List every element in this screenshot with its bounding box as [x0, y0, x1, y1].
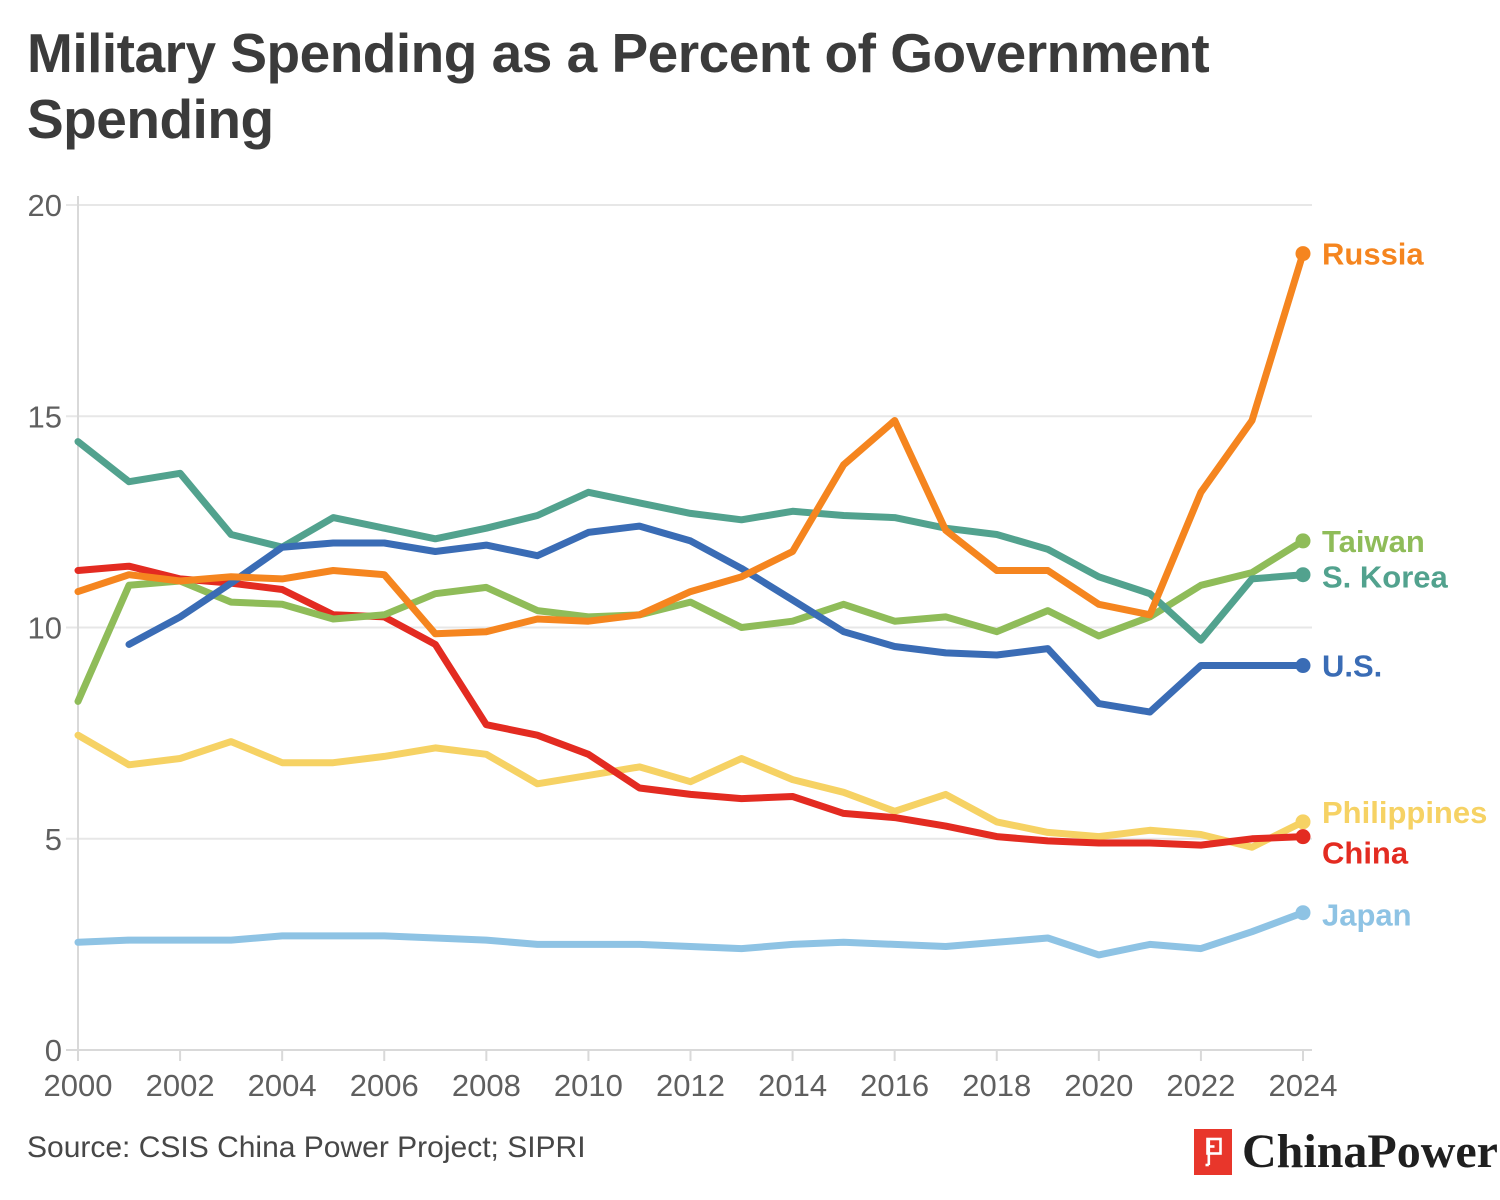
- x-tick-label-2010: 2010: [554, 1068, 623, 1103]
- line-end-dot-philippines: [1295, 814, 1311, 830]
- line-end-dot-s-korea: [1295, 567, 1311, 583]
- x-tick-label-2000: 2000: [44, 1068, 113, 1103]
- chinapower-logo: ChinaPower: [1194, 1124, 1498, 1179]
- line-u-s: [125, 522, 1307, 716]
- line-end-dot-russia: [1295, 246, 1311, 262]
- x-tick-label-2022: 2022: [1166, 1068, 1235, 1103]
- line-end-dot-u-s: [1295, 658, 1311, 674]
- y-tick-label-10: 10: [28, 611, 62, 646]
- line-china: [74, 562, 1307, 849]
- y-tick-label-20: 20: [28, 188, 62, 223]
- x-tick-label-2012: 2012: [656, 1068, 725, 1103]
- x-tick-label-2008: 2008: [452, 1068, 521, 1103]
- line-taiwan: [74, 537, 1307, 705]
- legend-label-u-s: U.S.: [1322, 649, 1382, 684]
- x-tick-label-2018: 2018: [962, 1068, 1031, 1103]
- y-tick-label-5: 5: [45, 822, 62, 857]
- x-tick-label-2016: 2016: [860, 1068, 929, 1103]
- chinapower-logo-text: ChinaPower: [1242, 1125, 1498, 1178]
- x-tick-label-2006: 2006: [350, 1068, 419, 1103]
- line-end-dot-japan: [1295, 905, 1311, 921]
- page-title-line-2: Spending: [27, 88, 274, 150]
- page-title-line-1: Military Spending as a Percent of Govern…: [27, 22, 1210, 84]
- page-title: Military Spending as a Percent of Govern…: [27, 20, 1427, 152]
- y-tick-label-15: 15: [28, 399, 62, 434]
- line-philippines: [74, 731, 1307, 851]
- legend-label-taiwan: Taiwan: [1322, 524, 1425, 559]
- legend-label-china: China: [1322, 836, 1409, 871]
- line-japan: [74, 909, 1307, 959]
- legend-label-s-korea: S. Korea: [1322, 560, 1449, 595]
- line-russia: [74, 250, 1307, 638]
- legend-label-japan: Japan: [1322, 898, 1412, 933]
- legend-label-russia: Russia: [1322, 237, 1424, 272]
- x-tick-label-2004: 2004: [248, 1068, 317, 1103]
- chinapower-logo-icon: [1194, 1128, 1232, 1175]
- line-end-dot-china: [1295, 829, 1311, 845]
- x-tick-label-2024: 2024: [1269, 1068, 1338, 1103]
- x-tick-label-2020: 2020: [1064, 1068, 1133, 1103]
- line-end-dot-taiwan: [1295, 533, 1311, 549]
- x-tick-label-2002: 2002: [146, 1068, 215, 1103]
- legend-label-philippines: Philippines: [1322, 795, 1487, 830]
- x-tick-label-2014: 2014: [758, 1068, 827, 1103]
- source-note: Source: CSIS China Power Project; SIPRI: [27, 1131, 586, 1164]
- y-tick-label-0: 0: [45, 1033, 62, 1068]
